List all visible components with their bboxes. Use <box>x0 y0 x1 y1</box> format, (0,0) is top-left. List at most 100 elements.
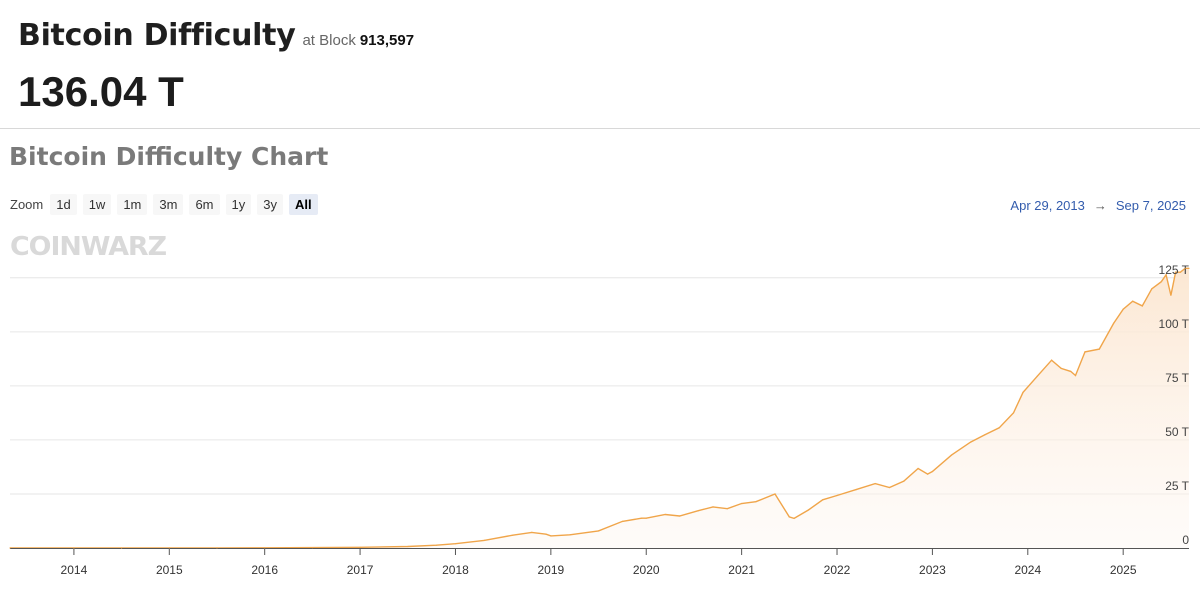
data-point <box>712 506 714 508</box>
x-axis-ticks: 2014 2015 2016 2017 2018 2019 2020 2021 2022 2023… <box>61 548 1137 577</box>
data-point <box>1074 374 1077 377</box>
data-point <box>1012 412 1015 414</box>
data-point <box>640 517 643 519</box>
data-point <box>998 427 1000 429</box>
data-point <box>1141 305 1143 307</box>
data-point <box>1098 348 1100 350</box>
data-point <box>755 501 757 503</box>
y-tick-label: 50 T <box>1165 425 1189 439</box>
data-point <box>550 535 552 537</box>
page-header: Bitcoin Difficulty at Block 913,597 136.… <box>0 0 1200 129</box>
data-point <box>774 493 776 495</box>
data-point <box>73 547 75 549</box>
data-point <box>1132 300 1134 302</box>
data-point <box>888 486 891 489</box>
x-tick-label: 2019 <box>538 563 565 577</box>
zoom-button-1w[interactable]: 1w <box>82 194 112 215</box>
data-point <box>1151 288 1153 290</box>
x-tick-label: 2015 <box>156 563 183 577</box>
block-number: 913,597 <box>359 32 415 49</box>
data-point <box>970 441 972 443</box>
data-point <box>793 517 795 519</box>
zoom-button-1y[interactable]: 1y <box>225 194 252 215</box>
block-label: at Block <box>302 32 356 49</box>
difficulty-chart: 2014 2015 2016 2017 2018 2019 2020 2021 2022 2023… <box>9 263 1190 577</box>
watermark-text: COINWARZ <box>10 232 166 258</box>
data-point <box>121 547 123 549</box>
data-point <box>855 489 857 491</box>
x-tick-label: 2022 <box>824 563 851 577</box>
data-point <box>1051 359 1053 361</box>
coinwarz-watermark-logo: COINWARZ <box>10 232 167 258</box>
data-point <box>1070 370 1072 372</box>
data-point <box>621 520 624 522</box>
data-point <box>788 516 790 518</box>
y-axis-labels: 0 25 T 50 T 75 T 100 T 125 T <box>1159 263 1190 547</box>
data-points <box>9 267 1190 549</box>
title-row: Bitcoin Difficulty at Block 913,597 <box>18 18 414 53</box>
data-point <box>1188 267 1190 269</box>
y-tick-label: 25 T <box>1165 479 1189 493</box>
data-point <box>741 502 743 505</box>
data-point <box>874 483 876 485</box>
x-tick-label: 2014 <box>61 563 88 577</box>
data-point <box>1179 271 1181 273</box>
x-tick-label: 2020 <box>633 563 660 577</box>
data-point <box>917 467 919 470</box>
data-point <box>454 543 457 545</box>
data-point <box>726 508 728 510</box>
page-title: Bitcoin Difficulty <box>18 18 296 53</box>
range-to[interactable]: Sep 7, 2025 <box>1115 198 1186 213</box>
data-point <box>9 547 11 549</box>
data-point <box>903 480 905 482</box>
data-point <box>1175 271 1177 273</box>
zoom-controls: Zoom 1d 1w 1m 3m 6m 1y 3y All <box>10 194 324 215</box>
data-point <box>664 513 666 516</box>
difficulty-area <box>10 268 1189 548</box>
data-point <box>984 434 986 436</box>
x-tick-label: 2016 <box>251 563 278 577</box>
data-point <box>545 533 547 535</box>
data-point <box>679 515 681 517</box>
x-tick-label: 2018 <box>442 563 469 577</box>
y-tick-label: 75 T <box>1165 371 1189 385</box>
range-from[interactable]: Apr 29, 2013 <box>1010 198 1085 213</box>
data-point <box>597 530 600 532</box>
difficulty-line <box>10 267 1189 549</box>
data-point <box>807 509 810 511</box>
x-tick-label: 2023 <box>919 563 946 577</box>
zoom-button-1m[interactable]: 1m <box>117 194 148 215</box>
data-point <box>1036 375 1038 377</box>
y-tick-label: 125 T <box>1159 263 1190 277</box>
data-point <box>698 510 700 512</box>
zoom-button-3y[interactable]: 3y <box>257 194 283 215</box>
data-point <box>931 470 934 473</box>
x-tick-label: 2025 <box>1110 563 1137 577</box>
zoom-button-3m[interactable]: 3m <box>153 194 184 215</box>
data-point <box>1084 351 1086 353</box>
data-point <box>359 546 361 548</box>
data-point <box>569 534 571 536</box>
data-point <box>1022 391 1024 393</box>
data-point <box>822 499 824 501</box>
data-point <box>927 473 929 475</box>
zoom-button-1d[interactable]: 1d <box>50 194 77 215</box>
x-tick-label: 2024 <box>1014 563 1041 577</box>
data-point <box>1113 322 1115 324</box>
data-point <box>216 547 218 549</box>
data-point <box>435 544 437 546</box>
data-point <box>512 534 514 536</box>
zoom-button-6m[interactable]: 6m <box>189 194 220 215</box>
x-tick-label: 2021 <box>728 563 755 577</box>
data-point <box>836 494 838 497</box>
zoom-label: Zoom <box>10 197 44 212</box>
y-tick-label: 0 <box>1182 533 1189 547</box>
data-point <box>1122 308 1124 310</box>
data-point <box>1170 294 1172 296</box>
y-tick-label: 100 T <box>1159 317 1190 331</box>
zoom-button-all[interactable]: All <box>288 194 318 215</box>
data-point <box>311 547 313 549</box>
data-point <box>1160 281 1162 283</box>
data-point <box>1165 274 1167 276</box>
data-point <box>645 517 647 519</box>
